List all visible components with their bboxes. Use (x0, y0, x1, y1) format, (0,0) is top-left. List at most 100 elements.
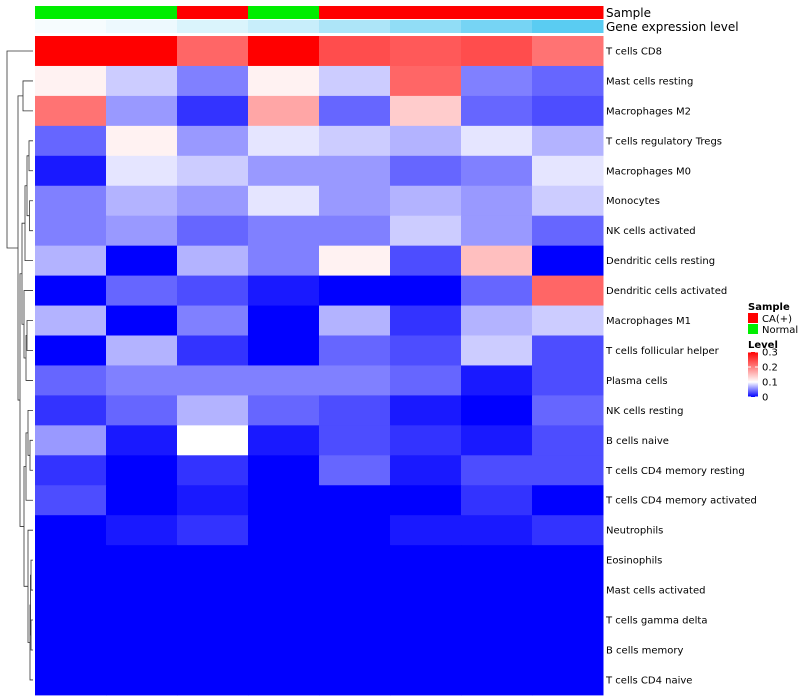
heatmap-cell (461, 245, 533, 277)
heatmap-cell (106, 605, 178, 636)
heatmap-cell (35, 305, 107, 336)
heatmap-cell (177, 635, 249, 666)
row-label: T cells regulatory Tregs (605, 136, 722, 147)
heatmap-cell (390, 185, 462, 217)
dendrogram-branch (30, 559, 33, 591)
heatmap-cell (390, 545, 462, 576)
expression-annotation-cell (35, 20, 107, 33)
dendrogram-branch (23, 290, 33, 359)
heatmap-cell (106, 395, 178, 426)
heatmap-cell (177, 455, 249, 486)
heatmap-cell (390, 95, 462, 127)
heatmap-cell (248, 515, 320, 546)
heatmap-cell (532, 635, 604, 666)
heatmap-cell (461, 425, 533, 456)
sample-annotation-cell (35, 6, 107, 19)
heatmap-cell (319, 185, 391, 217)
expression-annotation-cell (319, 20, 391, 33)
row-label: Plasma cells (606, 376, 668, 387)
heatmap-cell (461, 485, 533, 516)
heatmap-cell (319, 635, 391, 666)
dendrogram-branch (6, 50, 33, 249)
heatmap-cell (35, 95, 107, 127)
heatmap-cell (532, 245, 604, 277)
row-dendrogram (6, 50, 33, 681)
expression-annotation-cell (248, 20, 320, 33)
heatmap-cell (532, 215, 604, 247)
heatmap-cell (177, 95, 249, 127)
heatmap-cell (106, 215, 178, 247)
sample-annotation-cell (106, 6, 178, 19)
heatmap-cell (461, 185, 533, 217)
heatmap-cell (461, 664, 533, 696)
heatmap-cell (106, 305, 178, 336)
heatmap-cell (106, 515, 178, 546)
dendrogram-branch (21, 222, 25, 325)
heatmap-cell (177, 664, 249, 696)
heatmap-cell (461, 395, 533, 426)
heatmap-cell (177, 545, 249, 576)
heatmap-cell (106, 95, 178, 127)
heatmap-cell (319, 245, 391, 277)
heatmap-cell (248, 395, 320, 426)
heatmap-cell (177, 515, 249, 546)
legend-color-bar (748, 352, 758, 397)
annotation-label-expression: Gene expression level (606, 20, 739, 34)
heatmap-cell (248, 275, 320, 307)
heatmap-cell (177, 245, 249, 277)
heatmap-cell (390, 245, 462, 277)
row-labels: T cells CD8 Mast cells resting Macrophages… (605, 46, 757, 686)
row-label: Macrophages M0 (606, 166, 691, 177)
legend-item-label: Normal (762, 325, 798, 336)
annotation-label-sample: Sample (606, 6, 651, 20)
heatmap-cell (319, 485, 391, 516)
heatmap-cell (106, 275, 178, 307)
heatmap-cell (319, 455, 391, 486)
heatmap-cell (390, 275, 462, 307)
heatmap-cell (390, 455, 462, 486)
heatmap-cell (177, 65, 249, 97)
heatmap-cell (390, 515, 462, 546)
heatmap-cell (248, 335, 320, 366)
heatmap-cell (106, 425, 178, 456)
row-label: B cells naive (606, 436, 669, 447)
sample-annotation-cell (532, 6, 604, 19)
heatmap-cell (177, 125, 249, 157)
dendrogram-branch (26, 320, 33, 351)
heatmap-cell (390, 365, 462, 396)
row-label: Neutrophils (606, 526, 663, 537)
dendrogram-branch (25, 432, 33, 501)
row-label: T cells CD8 (605, 46, 662, 57)
heatmap-cell (248, 65, 320, 97)
heatmap-cell (177, 365, 249, 396)
row-label: Dendritic cells activated (606, 286, 727, 297)
heatmap-cell (461, 155, 533, 187)
heatmap-cell (177, 215, 249, 247)
heatmap-cell (35, 125, 107, 157)
row-label: Mast cells resting (606, 76, 693, 87)
heatmap-cell (106, 455, 178, 486)
heatmap-cell (532, 515, 604, 546)
sample-annotation-cell (390, 6, 462, 19)
heatmap-cell (390, 664, 462, 696)
heatmap-cell (319, 575, 391, 606)
heatmap-cell (35, 215, 107, 247)
heatmap-cell (35, 515, 107, 546)
heatmap-cell (390, 425, 462, 456)
expression-annotation-cell (461, 20, 533, 33)
heatmap-cell (319, 36, 391, 67)
heatmap-cell (319, 395, 391, 426)
heatmap-cell (532, 455, 604, 486)
heatmap-cell (248, 485, 320, 516)
heatmap-cell (532, 575, 604, 606)
heatmap-cell (390, 605, 462, 636)
row-label: Macrophages M1 (606, 316, 691, 327)
heatmap-cell (532, 545, 604, 576)
heatmap-cell (532, 335, 604, 366)
dendrogram-branch (24, 185, 33, 262)
heatmap-cell (106, 245, 178, 277)
heatmap-cell (461, 365, 533, 396)
sample-annotation-cell (177, 6, 249, 19)
heatmap-cell (319, 155, 391, 187)
heatmap-cell (319, 275, 391, 307)
